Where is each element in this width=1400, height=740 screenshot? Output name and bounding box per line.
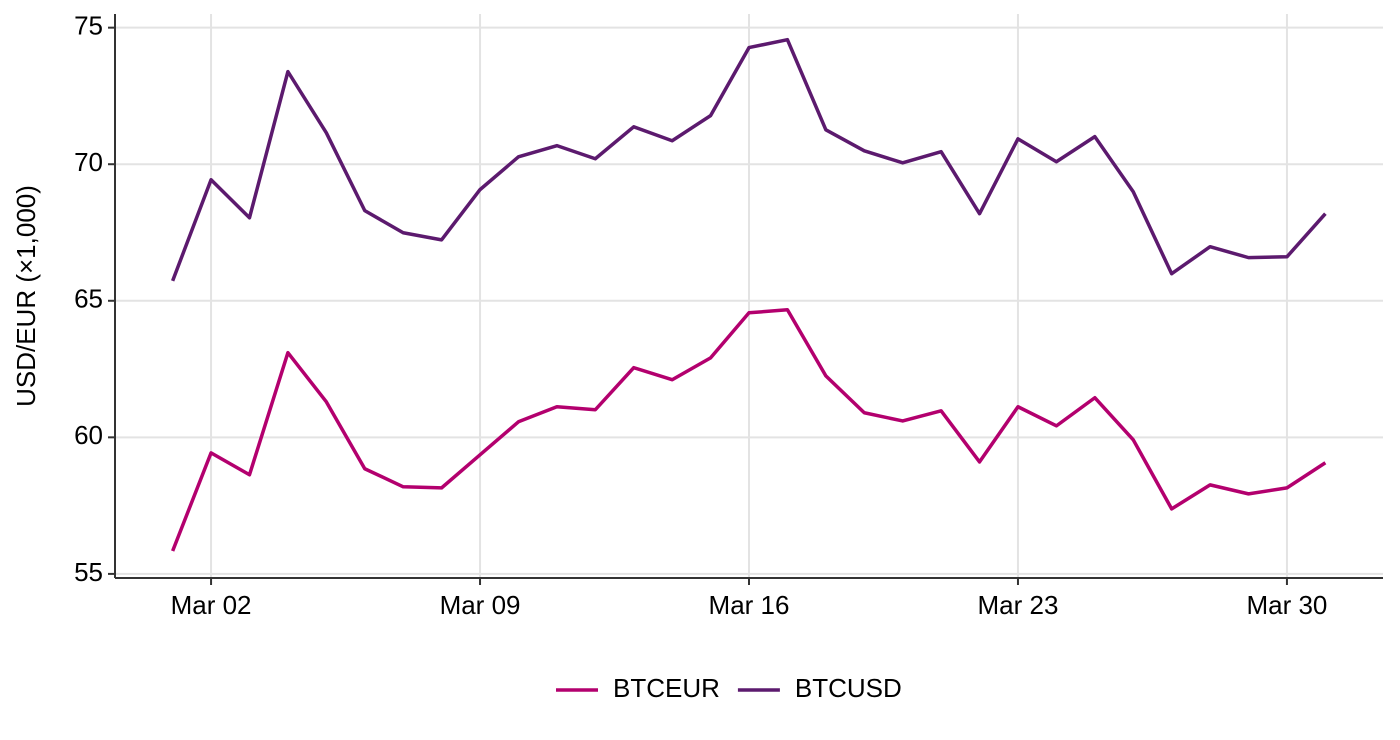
- line: [171, 308, 1327, 552]
- line: [171, 37, 1327, 282]
- y-tick-label: 60: [74, 420, 103, 450]
- x-tick-label: Mar 23: [978, 590, 1059, 620]
- y-tick-label: 70: [74, 147, 103, 177]
- x-tick-label: Mar 16: [709, 590, 790, 620]
- y-tick-label: 75: [74, 11, 103, 41]
- legend-label: BTCEUR: [613, 673, 720, 703]
- y-tick-label: 55: [74, 557, 103, 587]
- x-tick-label: Mar 02: [171, 590, 252, 620]
- legend-label: BTCUSD: [795, 673, 902, 703]
- y-axis-label: USD/EUR (×1,000): [11, 185, 41, 407]
- x-tick-label: Mar 30: [1246, 590, 1327, 620]
- x-tick-label: Mar 09: [440, 590, 521, 620]
- y-tick-label: 65: [74, 284, 103, 314]
